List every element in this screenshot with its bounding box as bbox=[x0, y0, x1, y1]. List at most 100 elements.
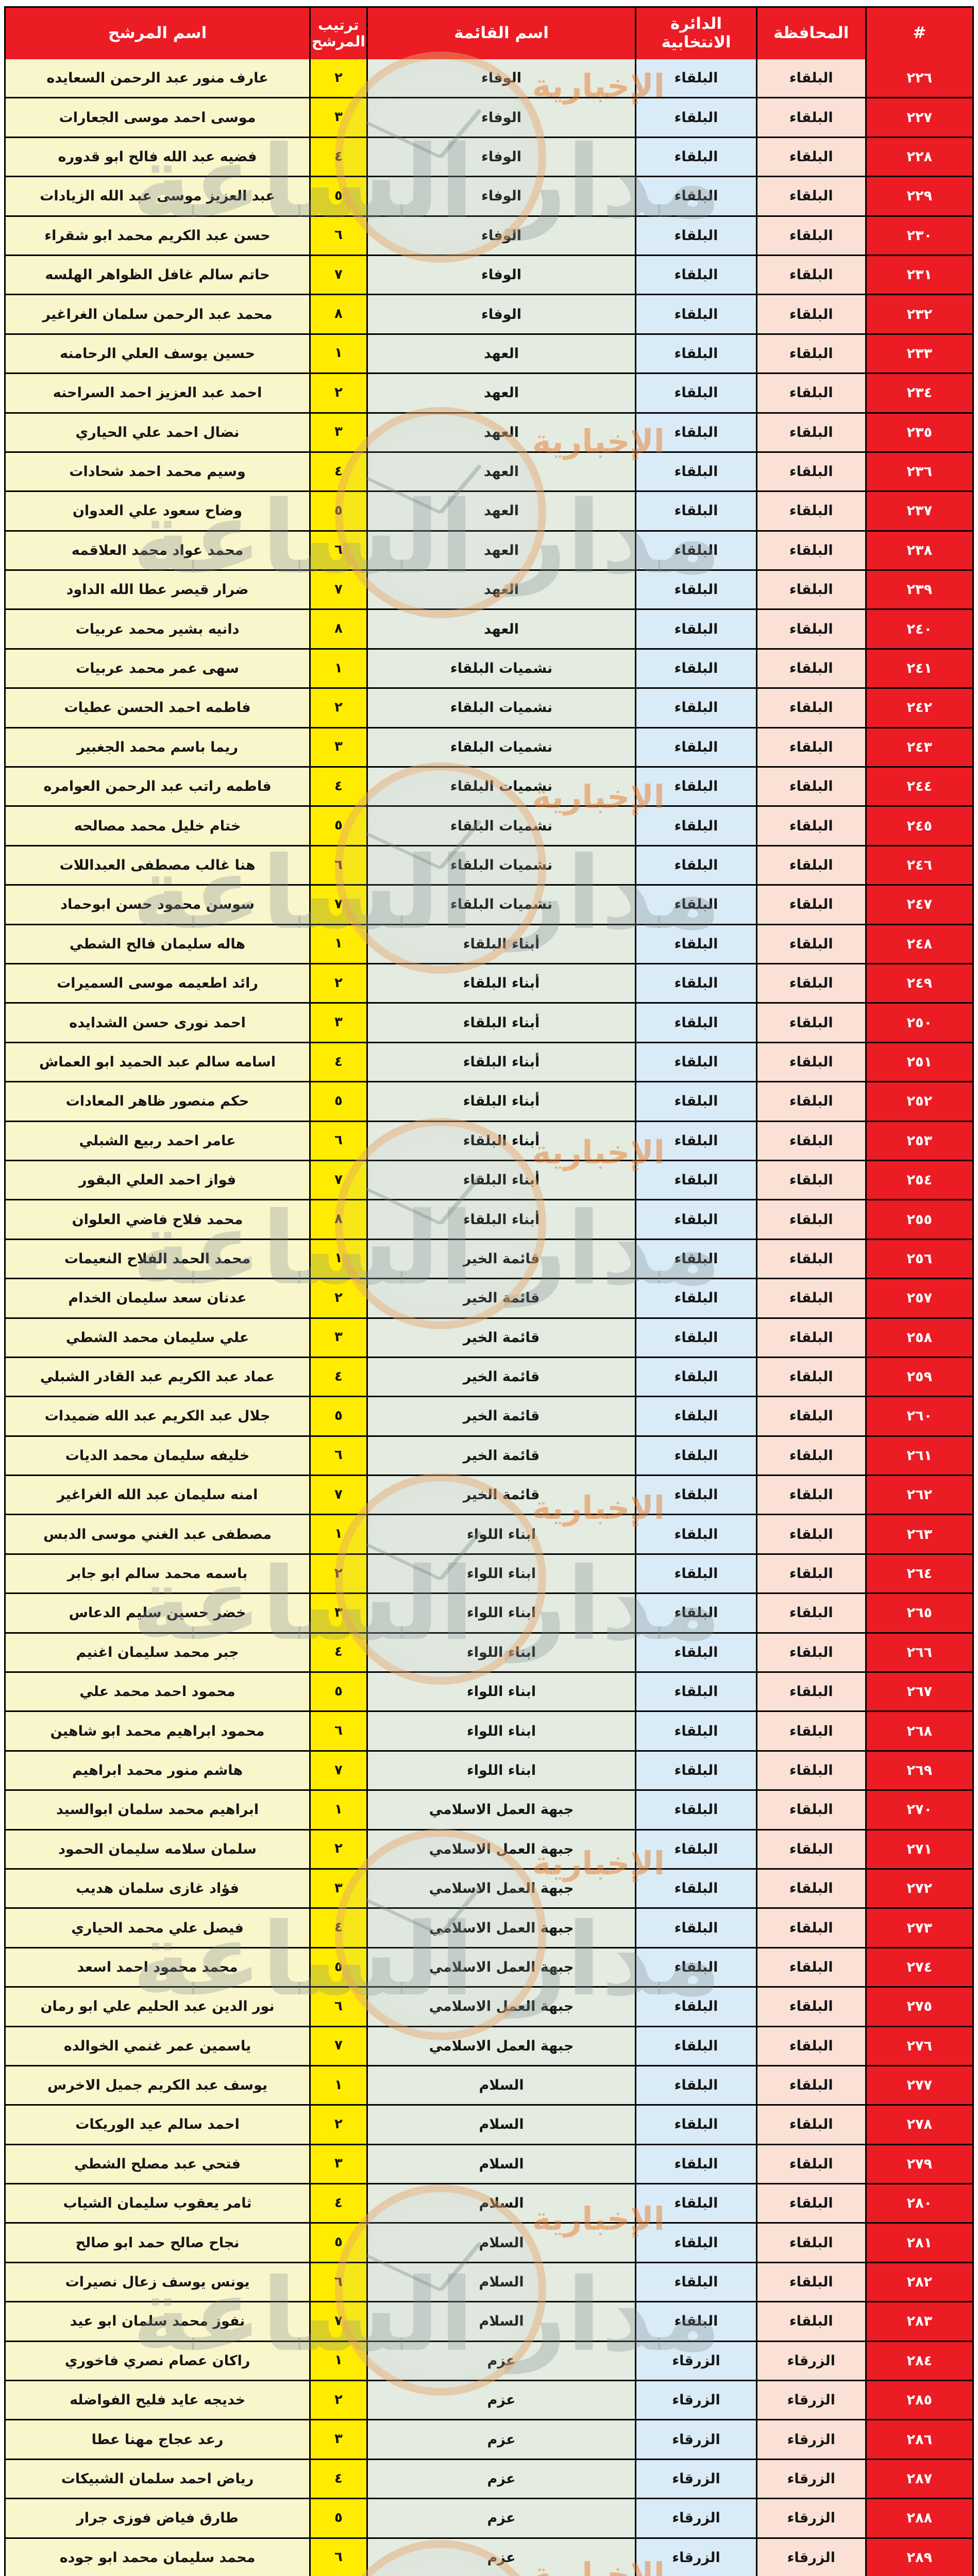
table-row: ٢٨٩ الزرقاء الزرقاء عزم ٦ محمد سليمان مح… bbox=[6, 2537, 972, 2576]
row-number-cell: ٢٨٢ bbox=[865, 2263, 972, 2301]
list-name-cell: قائمة الخير bbox=[366, 1436, 635, 1475]
candidate-order-cell: ٣ bbox=[309, 1318, 366, 1357]
row-number-cell: ٢٧٠ bbox=[865, 1791, 972, 1829]
candidate-order-cell: ٢ bbox=[309, 964, 366, 1003]
governorate-cell: البلقاء bbox=[755, 177, 865, 215]
district-cell: البلقاء bbox=[635, 531, 756, 570]
candidate-name-cell: نفوز محمد سلمان ابو عيد bbox=[6, 2302, 310, 2341]
candidate-name-cell: مصطفى عبد الغني موسى الدبس bbox=[6, 1515, 310, 1553]
row-number-cell: ٢٧٩ bbox=[865, 2145, 972, 2183]
district-cell: البلقاء bbox=[635, 1279, 756, 1317]
list-name-cell: نشميات البلقاء bbox=[366, 886, 635, 924]
candidate-order-cell: ٥ bbox=[309, 177, 366, 215]
candidate-name-cell: ضرار قيصر عطا الله الداود bbox=[6, 571, 310, 609]
table-row: ٢٦٣ البلقاء البلقاء ابناء اللواء ١ مصطفى… bbox=[6, 1514, 972, 1553]
candidate-name-cell: حكم منصور ظاهر المعادات bbox=[6, 1082, 310, 1121]
district-cell: البلقاء bbox=[635, 2066, 756, 2105]
table-row: ٢٣٧ البلقاء البلقاء العهد ٥ وضاح سعود عل… bbox=[6, 490, 972, 530]
governorate-cell: البلقاء bbox=[755, 1909, 865, 1947]
candidate-name-cell: هاله سليمان فالح الشطي bbox=[6, 925, 310, 963]
table-row: ٢٦٤ البلقاء البلقاء ابناء اللواء ٢ باسمه… bbox=[6, 1553, 972, 1593]
table-row: ٢٣٨ البلقاء البلقاء العهد ٦ محمد عواد مح… bbox=[6, 530, 972, 570]
district-cell: البلقاء bbox=[635, 1318, 756, 1357]
district-cell: البلقاء bbox=[635, 571, 756, 609]
header-list-name: اسم القائمة bbox=[366, 8, 635, 59]
district-cell: البلقاء bbox=[635, 925, 756, 963]
candidate-order-cell: ١ bbox=[309, 1791, 366, 1829]
row-number-cell: ٢٧٧ bbox=[865, 2066, 972, 2105]
row-number-cell: ٢٣١ bbox=[865, 256, 972, 294]
district-cell: البلقاء bbox=[635, 1161, 756, 1199]
row-number-cell: ٢٥٣ bbox=[865, 1122, 972, 1160]
district-cell: البلقاء bbox=[635, 2145, 756, 2183]
header-candidate-name: اسم المرشح bbox=[6, 8, 310, 59]
list-name-cell: قائمة الخير bbox=[366, 1358, 635, 1396]
governorate-cell: الزرقاء bbox=[755, 2420, 865, 2459]
governorate-cell: البلقاء bbox=[755, 1673, 865, 1711]
table-row: ٢٦٥ البلقاء البلقاء ابناء اللواء ٣ خضر ح… bbox=[6, 1592, 972, 1632]
governorate-cell: البلقاء bbox=[755, 1279, 865, 1317]
candidate-order-cell: ١ bbox=[309, 334, 366, 373]
district-cell: البلقاء bbox=[635, 964, 756, 1003]
candidate-order-cell: ١ bbox=[309, 1515, 366, 1553]
list-name-cell: ابناء اللواء bbox=[366, 1594, 635, 1632]
row-number-cell: ٢٢٨ bbox=[865, 138, 972, 176]
district-cell: البلقاء bbox=[635, 1633, 756, 1672]
table-row: ٢٧٥ البلقاء البلقاء جبهة العمل الاسلامي … bbox=[6, 1986, 972, 2026]
candidate-order-cell: ٥ bbox=[309, 492, 366, 530]
list-name-cell: الوفاء bbox=[366, 216, 635, 255]
row-number-cell: ٢٥٨ bbox=[865, 1318, 972, 1357]
row-number-cell: ٢٨٠ bbox=[865, 2184, 972, 2223]
candidate-order-cell: ١ bbox=[309, 1240, 366, 1278]
table-row: ٢٥٥ البلقاء البلقاء أبناء البلقاء ٨ محمد… bbox=[6, 1199, 972, 1239]
candidate-name-cell: عامر احمد ربيع الشبلي bbox=[6, 1122, 310, 1160]
governorate-cell: البلقاء bbox=[755, 1397, 865, 1435]
district-cell: البلقاء bbox=[635, 1791, 756, 1829]
candidate-order-cell: ٢ bbox=[309, 1830, 366, 1868]
governorate-cell: البلقاء bbox=[755, 2066, 865, 2105]
governorate-cell: البلقاء bbox=[755, 886, 865, 924]
row-number-cell: ٢٥٥ bbox=[865, 1200, 972, 1239]
row-number-cell: ٢٨٦ bbox=[865, 2420, 972, 2459]
row-number-cell: ٢٣٤ bbox=[865, 374, 972, 412]
candidate-order-cell: ١ bbox=[309, 2066, 366, 2105]
row-number-cell: ٢٦٣ bbox=[865, 1515, 972, 1553]
district-cell: البلقاء bbox=[635, 1909, 756, 1947]
candidate-order-cell: ٧ bbox=[309, 886, 366, 924]
candidate-order-cell: ٢ bbox=[309, 374, 366, 412]
list-name-cell: ابناء اللواء bbox=[366, 1712, 635, 1750]
district-cell: البلقاء bbox=[635, 1043, 756, 1081]
table-row: ٢٧٩ البلقاء البلقاء السلام ٣ فتحي عبد مص… bbox=[6, 2143, 972, 2183]
list-name-cell: نشميات البلقاء bbox=[366, 728, 635, 767]
candidate-order-cell: ٥ bbox=[309, 1082, 366, 1121]
candidate-name-cell: حاتم سالم غافل الظواهر الهلسه bbox=[6, 256, 310, 294]
row-number-cell: ٢٣٣ bbox=[865, 334, 972, 373]
governorate-cell: البلقاء bbox=[755, 1318, 865, 1357]
list-name-cell: السلام bbox=[366, 2302, 635, 2341]
district-cell: البلقاء bbox=[635, 807, 756, 845]
list-name-cell: أبناء البلقاء bbox=[366, 1082, 635, 1121]
district-cell: البلقاء bbox=[635, 1673, 756, 1711]
table-row: ٢٢٦ البلقاء البلقاء الوفاء ٢ عارف منور ع… bbox=[6, 59, 972, 97]
governorate-cell: البلقاء bbox=[755, 1712, 865, 1750]
candidate-name-cell: يونس يوسف زعال نصيرات bbox=[6, 2263, 310, 2301]
row-number-cell: ٢٣٠ bbox=[865, 216, 972, 255]
district-cell: البلقاء bbox=[635, 886, 756, 924]
candidate-order-cell: ٣ bbox=[309, 728, 366, 767]
governorate-cell: البلقاء bbox=[755, 1988, 865, 2026]
table-row: ٢٧٢ البلقاء البلقاء جبهة العمل الاسلامي … bbox=[6, 1868, 972, 1908]
governorate-cell: البلقاء bbox=[755, 768, 865, 806]
candidate-order-cell: ٧ bbox=[309, 571, 366, 609]
district-cell: البلقاء bbox=[635, 1948, 756, 1987]
candidate-order-cell: ٧ bbox=[309, 1161, 366, 1199]
list-name-cell: جبهة العمل الاسلامي bbox=[366, 1988, 635, 2026]
governorate-cell: البلقاء bbox=[755, 2302, 865, 2341]
list-name-cell: قائمة الخير bbox=[366, 1240, 635, 1278]
list-name-cell: أبناء البلقاء bbox=[366, 964, 635, 1003]
row-number-cell: ٢٨٩ bbox=[865, 2538, 972, 2576]
governorate-cell: البلقاء bbox=[755, 413, 865, 451]
table-row: ٢٧٦ البلقاء البلقاء جبهة العمل الاسلامي … bbox=[6, 2025, 972, 2065]
candidate-name-cell: عبد العزيز موسى عبد الله الزيادات bbox=[6, 177, 310, 215]
row-number-cell: ٢٣٦ bbox=[865, 452, 972, 491]
district-cell: البلقاء bbox=[635, 1515, 756, 1553]
